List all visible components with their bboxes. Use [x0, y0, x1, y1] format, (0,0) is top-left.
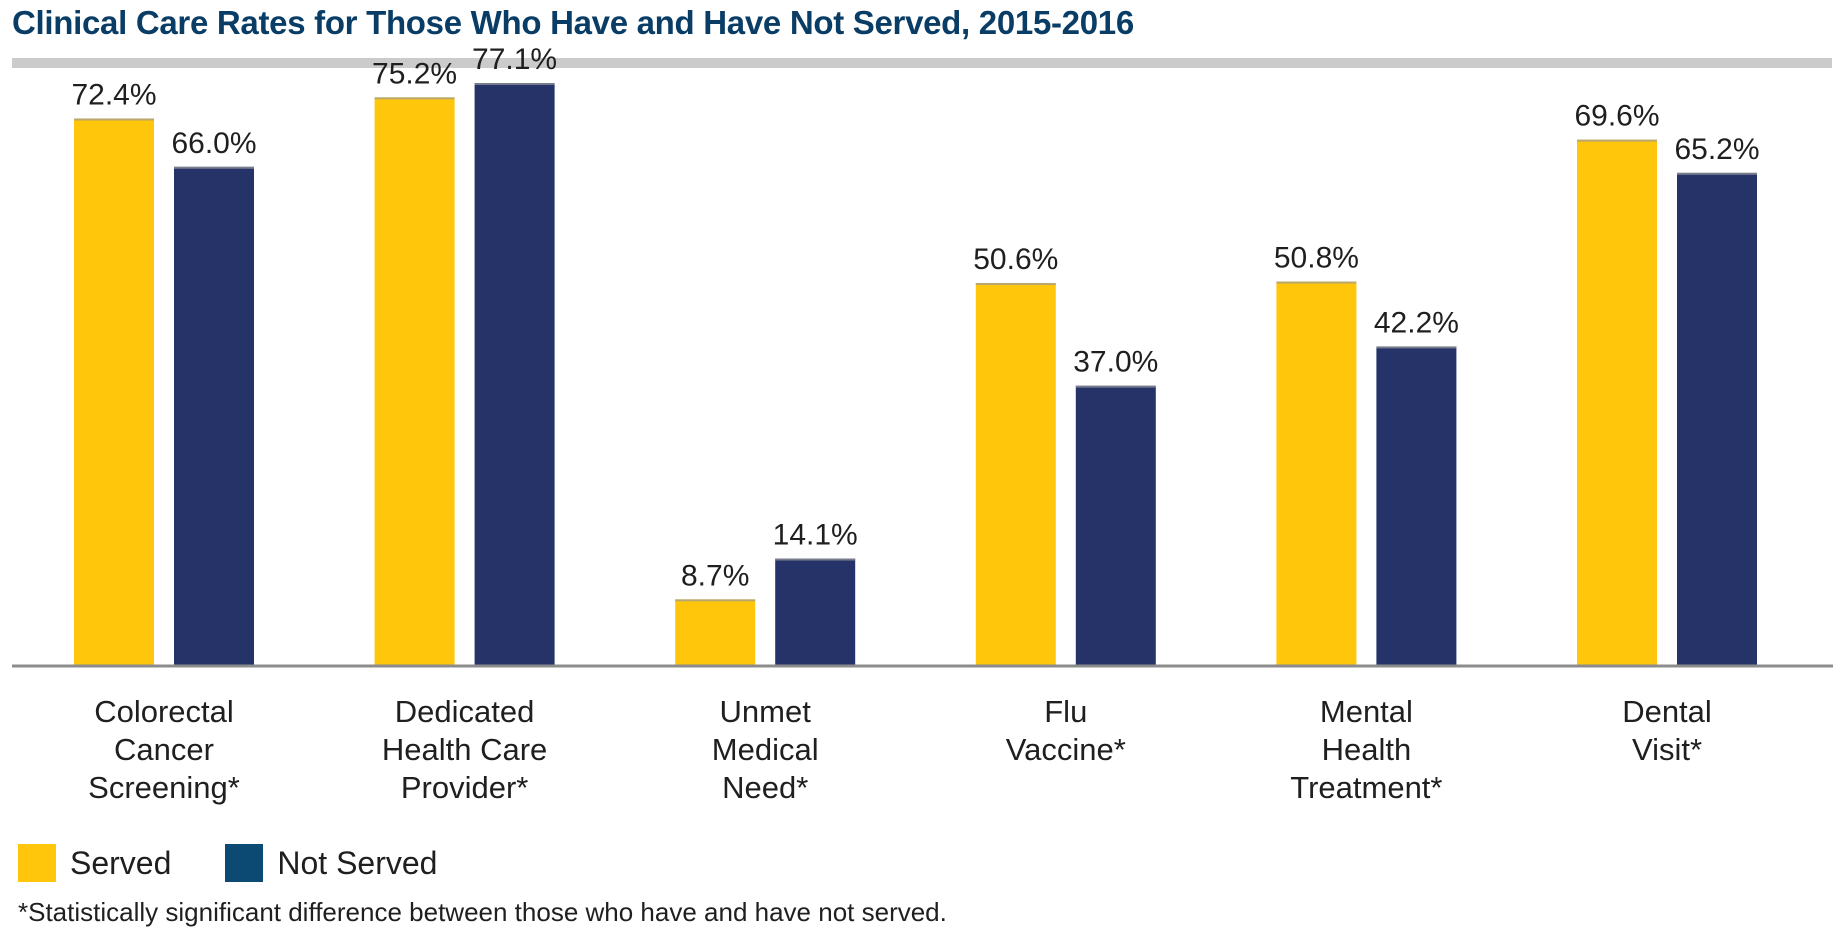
- data-label-served: 50.6%: [973, 243, 1058, 276]
- title-divider: [12, 58, 1832, 68]
- bar-cap-served: [975, 283, 1056, 286]
- bar-served: [1276, 281, 1357, 665]
- bar-not-served: [474, 83, 555, 665]
- category-label: Provider*: [401, 770, 529, 805]
- bar-cap-not-served: [474, 83, 555, 85]
- category-label: Vaccine*: [1006, 732, 1126, 767]
- category-label: Dental: [1622, 694, 1712, 729]
- category-label: Treatment*: [1290, 770, 1442, 805]
- category-label: Mental: [1320, 694, 1413, 729]
- data-label-served: 8.7%: [681, 559, 749, 592]
- bar-cap-not-served: [1075, 385, 1156, 388]
- data-label-not-served: 14.1%: [773, 519, 858, 552]
- bar-cap-served: [1577, 139, 1657, 142]
- bar-cap-not-served: [1376, 346, 1457, 349]
- bar-served: [975, 283, 1056, 665]
- category-label: Colorectal: [94, 694, 234, 729]
- category-label: Screening*: [88, 770, 240, 805]
- legend-item-not-served: Not Served: [225, 844, 437, 882]
- data-label-not-served: 65.2%: [1674, 133, 1759, 166]
- bar-cap-not-served: [174, 166, 254, 169]
- bar-served: [675, 599, 756, 665]
- data-label-not-served: 37.0%: [1073, 346, 1158, 379]
- data-label-served: 75.2%: [372, 57, 457, 90]
- bar-not-served: [775, 558, 856, 665]
- legend-item-served: Served: [18, 844, 171, 882]
- legend-label-not-served: Not Served: [277, 844, 438, 881]
- data-label-not-served: 77.1%: [472, 43, 557, 76]
- chart-title: Clinical Care Rates for Those Who Have a…: [12, 4, 1134, 41]
- legend: Served Not Served: [18, 843, 491, 883]
- category-label: Medical: [712, 732, 819, 767]
- bar-served: [1577, 139, 1657, 665]
- category-label: Health: [1322, 732, 1412, 767]
- category-label: Visit*: [1632, 732, 1702, 767]
- bar-served: [374, 97, 455, 666]
- bar-cap-served: [74, 118, 154, 121]
- category-label: Flu: [1044, 694, 1087, 729]
- category-label: Cancer: [114, 732, 214, 767]
- bar-not-served: [1376, 346, 1457, 665]
- data-label-served: 50.8%: [1274, 242, 1359, 275]
- category-label: Dedicated: [395, 694, 535, 729]
- legend-label-served: Served: [70, 844, 172, 881]
- data-label-not-served: 42.2%: [1374, 306, 1459, 339]
- data-label-served: 72.4%: [71, 78, 156, 111]
- footnote: *Statistically significant difference be…: [18, 897, 947, 927]
- bar-not-served: [1075, 385, 1156, 665]
- bar-cap-served: [374, 97, 455, 100]
- data-label-not-served: 66.0%: [171, 127, 256, 160]
- category-label: Unmet: [720, 694, 812, 729]
- bar-not-served: [174, 166, 254, 665]
- data-label-served: 69.6%: [1574, 100, 1659, 133]
- bar-not-served: [1677, 172, 1757, 665]
- bar-cap-served: [675, 599, 756, 602]
- bar-served: [74, 118, 154, 666]
- legend-swatch-not-served: [225, 844, 264, 882]
- bar-cap-not-served: [1677, 172, 1757, 175]
- bar-cap-served: [1276, 281, 1357, 284]
- legend-swatch-served: [18, 844, 56, 882]
- category-label: Health Care: [382, 732, 547, 767]
- category-label: Need*: [722, 770, 808, 805]
- bar-cap-not-served: [775, 558, 856, 561]
